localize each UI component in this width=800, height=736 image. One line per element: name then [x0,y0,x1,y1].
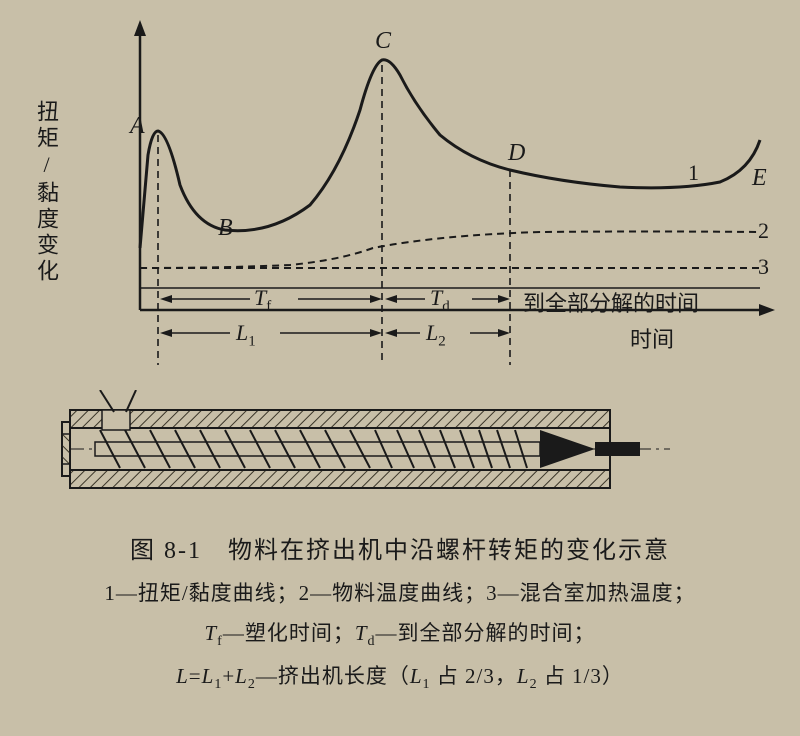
output-shaft [595,442,640,456]
l1-arrow-l-head [160,329,172,337]
tf-label: Tf [254,285,271,315]
caption: 图 8-1 物料在挤出机中沿螺杆转矩的变化示意 1—扭矩/黏度曲线；2—物料温度… [0,530,800,703]
tf-arrow-l-head [160,295,172,303]
curve-label-1: 1 [688,160,699,186]
point-e: E [752,165,767,192]
curve-2 [140,232,760,269]
x-axis-label: 时间 [630,322,674,354]
y-axis-label: 扭矩/黏度变化 [30,100,62,285]
caption-line-1: 1—扭矩/黏度曲线；2—物料温度曲线；3—混合室加热温度； [0,577,800,607]
hopper [102,410,130,430]
extruder-svg [40,390,680,510]
td-label: Td [430,285,450,315]
l1-arrow-r-head [370,329,382,337]
caption-line-2: Tf—塑化时间；Td—到全部分解的时间； [0,617,800,650]
tf-arrow-r-head [370,295,382,303]
curve-1 [140,60,760,248]
hopper-line-2 [126,390,136,412]
caption-line-3: L=L1+L2—挤出机长度（L1 占 2/3，L2 占 1/3） [0,660,800,693]
x-arrow [759,304,775,316]
chart-area: A B C D E 1 2 3 Tf Td 到全部分解的时间 L1 L2 时间 [40,10,760,340]
diagram-container: A B C D E 1 2 3 Tf Td 到全部分解的时间 L1 L2 时间 … [0,0,800,736]
y-arrow [134,20,146,36]
td-arrow-r-head [498,295,510,303]
decomposition-text: 到全部分解的时间 [523,286,699,318]
extruder-diagram [40,390,660,510]
point-d: D [508,140,525,167]
left-cap-hatch [62,434,70,464]
curve-label-2: 2 [758,218,769,244]
point-c: C [375,28,391,55]
point-b: B [218,215,233,242]
curve-label-3: 3 [758,254,769,280]
l2-arrow-r-head [498,329,510,337]
l1-label: L1 [236,320,256,350]
td-arrow-l-head [385,295,397,303]
hopper-line-1 [100,390,114,412]
point-a: A [130,113,145,140]
l2-label: L2 [426,320,446,350]
caption-title: 图 8-1 物料在挤出机中沿螺杆转矩的变化示意 [0,530,800,565]
l2-arrow-l-head [385,329,397,337]
